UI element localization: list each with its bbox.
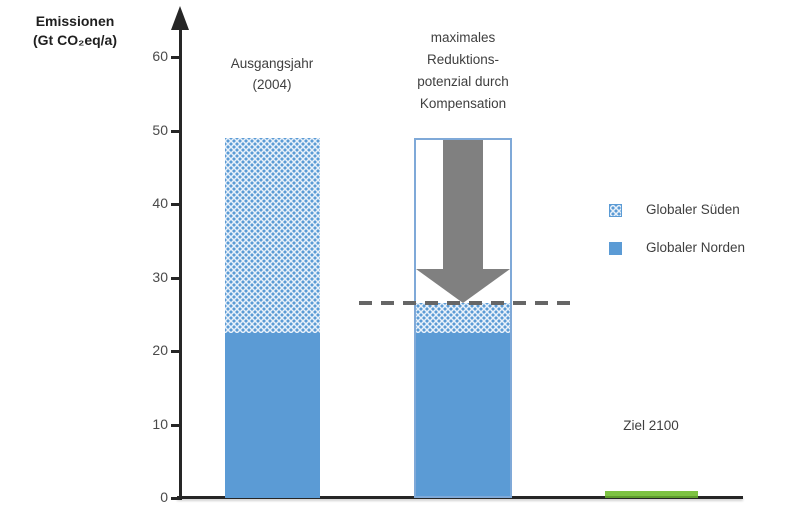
y-tick-mark-0 (171, 497, 180, 500)
bar2-label-line4: Kompensation (419, 96, 507, 111)
bar2-label-line2: Reduktions- (426, 52, 500, 67)
legend-label-globaler-norden: Globaler Norden (646, 240, 746, 255)
bar1-segment-globaler-norden (225, 333, 320, 498)
y-tick-mark-60 (171, 56, 180, 59)
ziel-2100-bar (605, 491, 698, 498)
dashed-reduction-level-line (359, 301, 578, 305)
y-tick-label-20: 20 (152, 342, 168, 358)
y-tick-label-10: 10 (152, 416, 168, 432)
y-tick-mark-20 (171, 350, 180, 353)
reduction-arrow-down-icon (416, 269, 510, 303)
bar1-label-line2: (2004) (252, 77, 292, 92)
y-tick-label-60: 60 (152, 48, 168, 64)
bar1-category-label: Ausgangsjahr (2004) (198, 53, 346, 95)
bar2-segment-globaler-norden (415, 333, 511, 498)
y-axis-title: Emissionen (Gt CO₂eq/a) (2, 12, 148, 50)
reduction-arrow-shaft (443, 140, 483, 269)
ziel-2100-label: Ziel 2100 (623, 418, 679, 433)
y-tick-label-40: 40 (152, 195, 168, 211)
y-tick-label-0: 0 (160, 489, 168, 505)
y-axis-title-line2: (Gt CO₂eq/a) (33, 32, 117, 48)
y-tick-mark-50 (171, 130, 180, 133)
y-axis-title-line1: Emissionen (35, 13, 115, 29)
y-tick-mark-40 (171, 203, 180, 206)
legend-swatch-globaler-norden (609, 242, 622, 255)
legend-label-globaler-sueden: Globaler Süden (646, 202, 740, 217)
y-tick-mark-10 (171, 424, 180, 427)
bar1-segment-globaler-sueden (225, 138, 320, 333)
bar2-label-line3: potenzial durch (417, 74, 509, 89)
y-tick-label-50: 50 (152, 122, 168, 138)
y-tick-mark-30 (171, 277, 180, 280)
bar2-outline-original-level (414, 138, 512, 498)
bar2-segment-globaler-sueden (415, 303, 511, 333)
bar2-category-label: maximales Reduktions- potenzial durch Ko… (390, 27, 536, 115)
bar2-label-line1: maximales (430, 30, 496, 45)
y-axis-line (179, 24, 182, 500)
y-axis-arrow-icon (171, 6, 189, 30)
y-tick-label-30: 30 (152, 269, 168, 285)
legend-swatch-globaler-sueden (609, 204, 622, 217)
bar1-label-line1: Ausgangsjahr (230, 56, 314, 71)
